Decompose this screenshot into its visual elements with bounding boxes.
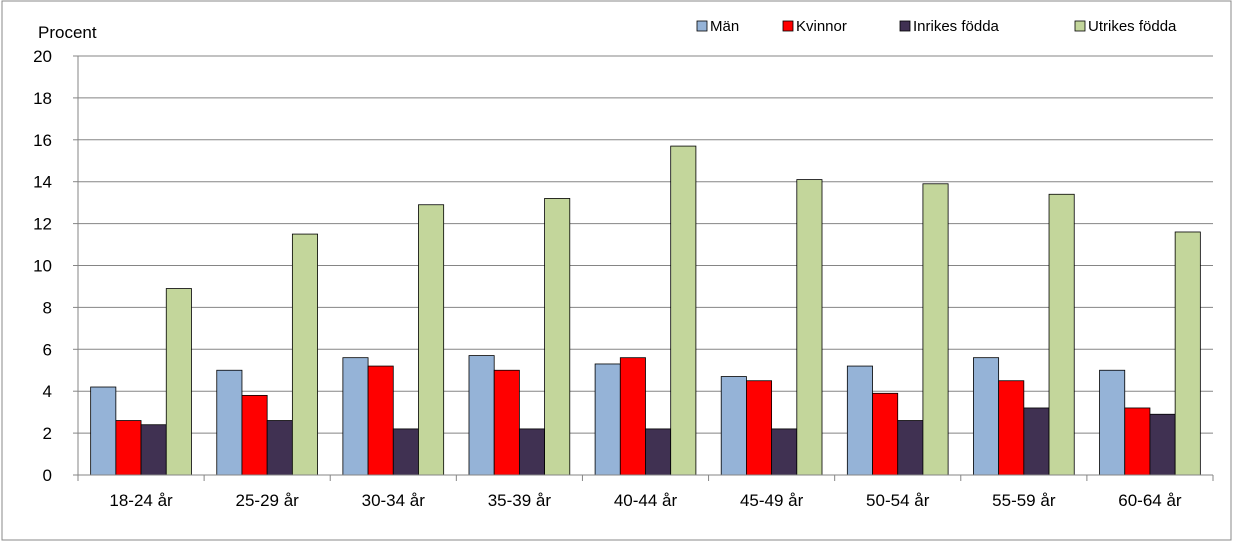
bar — [241, 394, 268, 476]
y-tick-label: 12 — [33, 215, 52, 234]
bar — [1023, 407, 1050, 476]
y-tick-label: 4 — [43, 382, 52, 401]
bar — [1048, 193, 1075, 476]
x-category-label: 50-54 år — [866, 491, 930, 510]
legend-label: Utrikes födda — [1088, 18, 1177, 35]
bar — [518, 428, 545, 476]
y-tick-label: 6 — [43, 340, 52, 359]
bar — [140, 424, 167, 476]
y-tick-label: 0 — [43, 466, 52, 485]
legend-swatch — [696, 20, 708, 32]
y-tick-labels: 0 2 4 6 8 10 12 14 16 18 20 — [33, 47, 52, 485]
bar — [922, 183, 949, 476]
x-category-label: 35-39 år — [488, 491, 552, 510]
bar — [1149, 413, 1176, 476]
bar — [645, 428, 672, 476]
y-tick-label: 10 — [33, 257, 52, 276]
bar — [342, 357, 369, 476]
axes — [73, 55, 1214, 481]
bar — [594, 363, 621, 476]
x-category-label: 40-44 år — [614, 491, 678, 510]
legend: Män Kvinnor Inrikes födda Utrikes födda — [696, 18, 1177, 35]
bar — [291, 233, 318, 476]
y-tick-label: 18 — [33, 89, 52, 108]
bar — [392, 428, 419, 476]
bar — [266, 420, 293, 476]
legend-swatch — [782, 20, 794, 32]
bar — [746, 380, 773, 476]
bar — [619, 357, 646, 476]
legend-swatch — [1074, 20, 1086, 32]
legend-label: Kvinnor — [796, 18, 847, 35]
y-tick-label: 8 — [43, 298, 52, 317]
bar — [367, 365, 394, 476]
bar — [493, 369, 520, 476]
bar — [544, 198, 571, 476]
bar — [872, 392, 899, 476]
bar — [1124, 407, 1151, 476]
y-tick-label: 2 — [43, 424, 52, 443]
bar — [670, 145, 697, 476]
x-category-label: 55-59 år — [992, 491, 1056, 510]
bar — [771, 428, 798, 476]
bar — [216, 369, 243, 476]
x-category-labels: 18-24 år 25-29 år 30-34 år 35-39 år 40-44 år… — [109, 491, 1182, 510]
y-axis-label: Procent — [38, 23, 97, 42]
x-category-label: 25-29 år — [236, 491, 300, 510]
x-category-label: 30-34 år — [362, 491, 426, 510]
legend-label: Inrikes födda — [913, 18, 1000, 35]
bar — [115, 420, 142, 476]
bar — [418, 204, 445, 476]
bar — [897, 420, 924, 476]
bar — [90, 386, 117, 476]
bar — [468, 355, 495, 476]
x-category-label: 60-64 år — [1118, 491, 1182, 510]
x-category-label: 45-49 år — [740, 491, 804, 510]
bar — [720, 376, 747, 476]
bar — [1099, 369, 1126, 476]
bar — [796, 179, 823, 476]
y-tick-label: 16 — [33, 131, 52, 150]
legend-swatch — [899, 20, 911, 32]
x-category-label: 18-24 år — [109, 491, 173, 510]
bar — [165, 288, 192, 476]
bar — [1174, 231, 1201, 476]
bars — [90, 145, 1201, 476]
y-tick-label: 20 — [33, 47, 52, 66]
bar — [998, 380, 1025, 476]
y-tick-label: 14 — [33, 173, 52, 192]
bar — [846, 365, 873, 476]
legend-label: Män — [710, 18, 739, 35]
bar — [973, 357, 1000, 476]
